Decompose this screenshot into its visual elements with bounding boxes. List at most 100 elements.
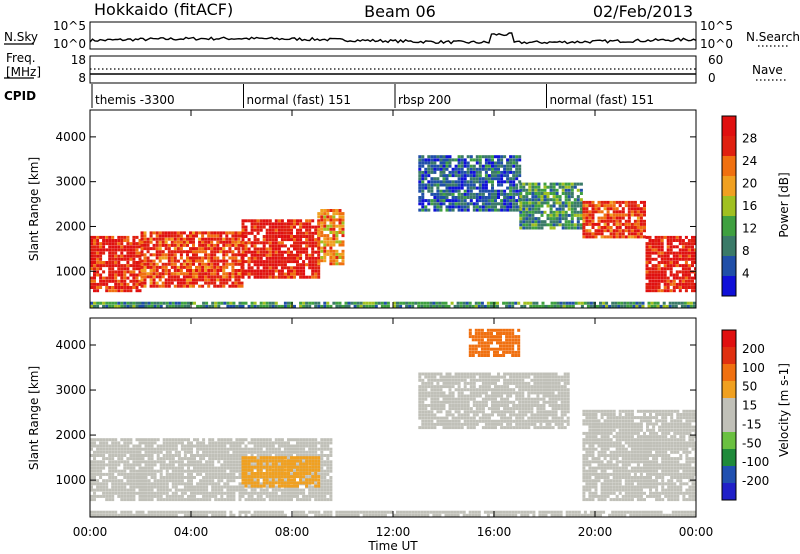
heatmap-cell	[645, 257, 649, 261]
heatmap-cell	[311, 275, 315, 279]
heatmap-cell	[192, 275, 195, 279]
heatmap-cell	[117, 304, 121, 308]
heatmap-cell	[186, 240, 189, 244]
heatmap-cell	[663, 261, 667, 264]
heatmap-cell	[99, 279, 103, 283]
heatmap-cell	[93, 270, 96, 274]
heatmap-cell	[633, 200, 637, 204]
heatmap-cell	[165, 454, 169, 457]
heatmap-cell	[244, 481, 248, 485]
heatmap-cell	[144, 301, 148, 305]
heatmap-cell	[250, 253, 254, 257]
heatmap-cell	[454, 202, 458, 206]
heatmap-cell	[146, 272, 150, 276]
heatmap-cell	[126, 248, 130, 252]
heatmap-cell	[259, 260, 263, 264]
heatmap-cell	[99, 488, 103, 492]
heatmap-cell	[195, 259, 198, 263]
heatmap-cell	[280, 456, 284, 460]
heatmap-cell	[168, 454, 172, 457]
heatmap-cell	[274, 301, 278, 305]
heatmap-cell	[168, 472, 172, 476]
heatmap-cell	[102, 279, 106, 283]
heatmap-cell	[183, 476, 187, 479]
heatmap-cell	[427, 404, 431, 407]
heatmap-cell	[201, 231, 205, 235]
heatmap-cell	[168, 441, 172, 445]
heatmap-cell	[454, 397, 458, 401]
heatmap-cell	[150, 491, 154, 495]
heatmap-cell	[320, 457, 324, 461]
heatmap-cell	[445, 400, 449, 404]
heatmap-cell	[687, 264, 691, 268]
heatmap-cell	[421, 161, 425, 165]
heatmap-cell	[522, 185, 526, 189]
heatmap-cell	[484, 196, 488, 199]
heatmap-cell	[147, 472, 151, 476]
heatmap-cell	[259, 304, 263, 308]
heatmap-cell	[290, 454, 293, 457]
heatmap-cell	[268, 444, 272, 448]
heatmap-cell	[549, 182, 553, 186]
heatmap-cell	[603, 213, 607, 217]
heatmap-cell	[144, 438, 148, 442]
heatmap-cell	[123, 254, 127, 258]
heatmap-cell	[515, 205, 519, 209]
heatmap-cell	[159, 476, 163, 479]
heatmap-cell	[457, 174, 461, 178]
heatmap-cell	[111, 457, 115, 461]
heatmap-cell	[454, 426, 458, 430]
heatmap-cell	[152, 278, 156, 282]
heatmap-cell	[179, 284, 183, 288]
heatmap-cell	[302, 241, 306, 245]
heatmap-cell	[338, 212, 342, 216]
heatmap-cell	[193, 488, 196, 492]
heatmap-cell	[229, 469, 233, 473]
heatmap-cell	[585, 216, 589, 220]
heatmap-cell	[620, 301, 624, 305]
heatmap-cell	[162, 479, 166, 483]
heatmap-cell	[567, 195, 571, 199]
heatmap-cell	[484, 186, 488, 190]
heatmap-cell	[108, 242, 112, 246]
heatmap-cell	[290, 444, 293, 448]
heatmap-cell	[439, 161, 443, 165]
heatmap-cell	[268, 301, 272, 305]
heatmap-cell	[618, 204, 622, 208]
heatmap-cell	[308, 441, 312, 445]
heatmap-cell	[138, 482, 142, 486]
heatmap-cell	[222, 250, 226, 254]
heatmap-cell	[606, 207, 610, 211]
heatmap-cell	[256, 494, 260, 498]
heatmap-cell	[293, 475, 296, 479]
heatmap-cell	[265, 485, 269, 489]
heatmap-cell	[93, 304, 96, 308]
heatmap-cell	[484, 174, 488, 178]
heatmap-cell	[418, 158, 422, 162]
heatmap-cell	[311, 450, 315, 454]
heatmap-cell	[463, 161, 467, 165]
heatmap-cell	[531, 182, 535, 186]
heatmap-cell	[220, 441, 224, 445]
heatmap-cell	[564, 213, 568, 217]
heatmap-cell	[582, 232, 586, 236]
heatmap-cell	[174, 498, 178, 502]
heatmap-cell	[302, 247, 306, 251]
heatmap-cell	[182, 284, 186, 288]
heatmap-cell	[540, 213, 544, 217]
heatmap-cell	[672, 282, 676, 286]
heatmap-cell	[244, 462, 248, 466]
heatmap-cell	[418, 170, 422, 174]
heatmap-cell	[518, 158, 522, 162]
heatmap-cell	[173, 253, 177, 257]
heatmap-cell	[259, 459, 263, 463]
heatmap-cell	[515, 186, 519, 190]
heatmap-cell	[525, 213, 529, 217]
heatmap-cell	[326, 252, 330, 256]
heatmap-cell	[603, 204, 607, 208]
heatmap-cell	[199, 498, 203, 502]
heatmap-cell	[140, 234, 144, 238]
heatmap-cell	[594, 229, 598, 233]
heatmap-cell	[280, 462, 284, 466]
heatmap-cell	[220, 494, 224, 498]
